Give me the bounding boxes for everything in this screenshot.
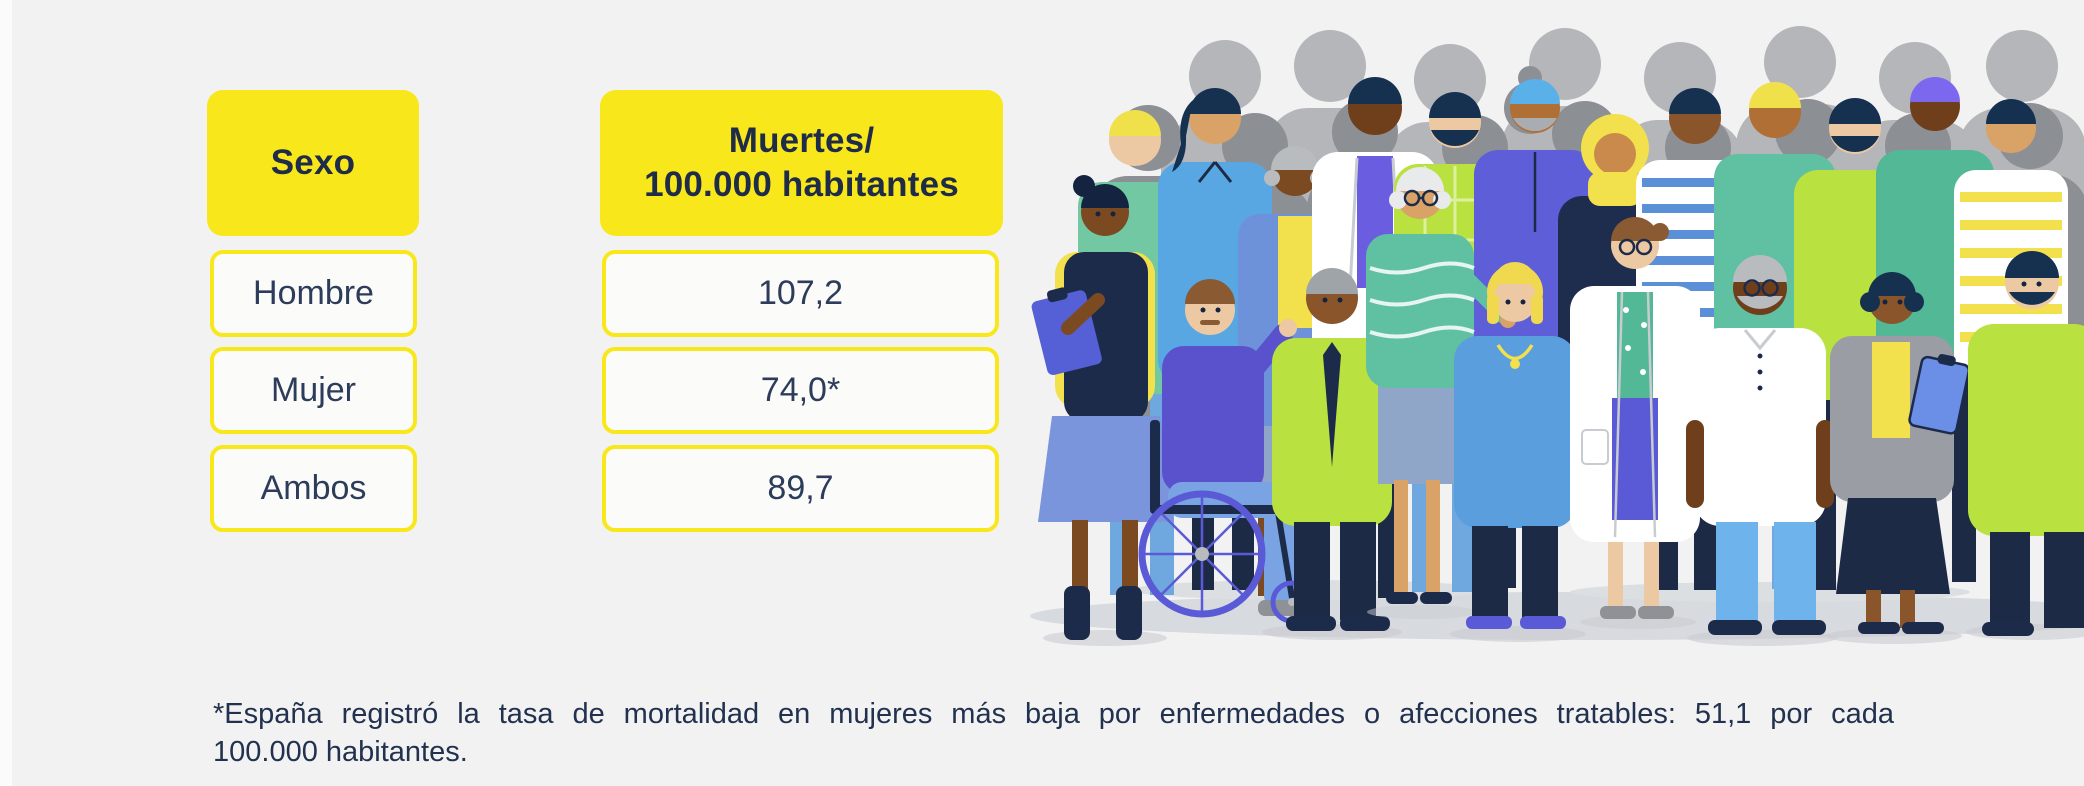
footnote: *España registró la tasa de mortalidad e…: [213, 695, 1894, 771]
cell-valor-hombre: 107,2: [602, 250, 999, 337]
cell-sexo-hombre: Hombre: [210, 250, 417, 337]
cell-valor-mujer: 74,0*: [602, 347, 999, 434]
person-woman-clipboard: [1031, 175, 1174, 646]
person-lime-right: [1966, 251, 2084, 640]
column-header-sexo: Sexo: [207, 90, 419, 236]
cell-sexo-mujer: Mujer: [210, 347, 417, 434]
left-edge-strip: [0, 0, 12, 786]
footnote-line1: *España registró la tasa de mortalidad e…: [213, 698, 1894, 730]
person-wheelchair-user: [1138, 279, 1314, 624]
person-lime-tie: [1262, 268, 1402, 640]
column-header-muertes: Muertes/ 100.000 habitantes: [600, 90, 1003, 236]
column-header-sexo-label: Sexo: [270, 143, 356, 182]
cell-sexo-ambos: Ambos: [210, 445, 417, 532]
person-whitehair-stripes: [1366, 167, 1516, 619]
column-header-muertes-line1: Muertes/: [728, 121, 875, 160]
person-blazer-clipboard: [1826, 272, 1971, 644]
crowd-front-row: [1031, 167, 2084, 646]
person-blonde-blue: [1450, 262, 1586, 642]
cell-valor-ambos: 89,7: [602, 445, 999, 532]
person-white-polo: [1686, 255, 1837, 646]
footnote-line2: 100.000 habitantes.: [213, 736, 468, 768]
crowd-illustration: [1030, 26, 2084, 646]
person-labcoat-woman: [1570, 217, 1700, 629]
column-header-muertes-line2: 100.000 habitantes: [644, 165, 959, 204]
